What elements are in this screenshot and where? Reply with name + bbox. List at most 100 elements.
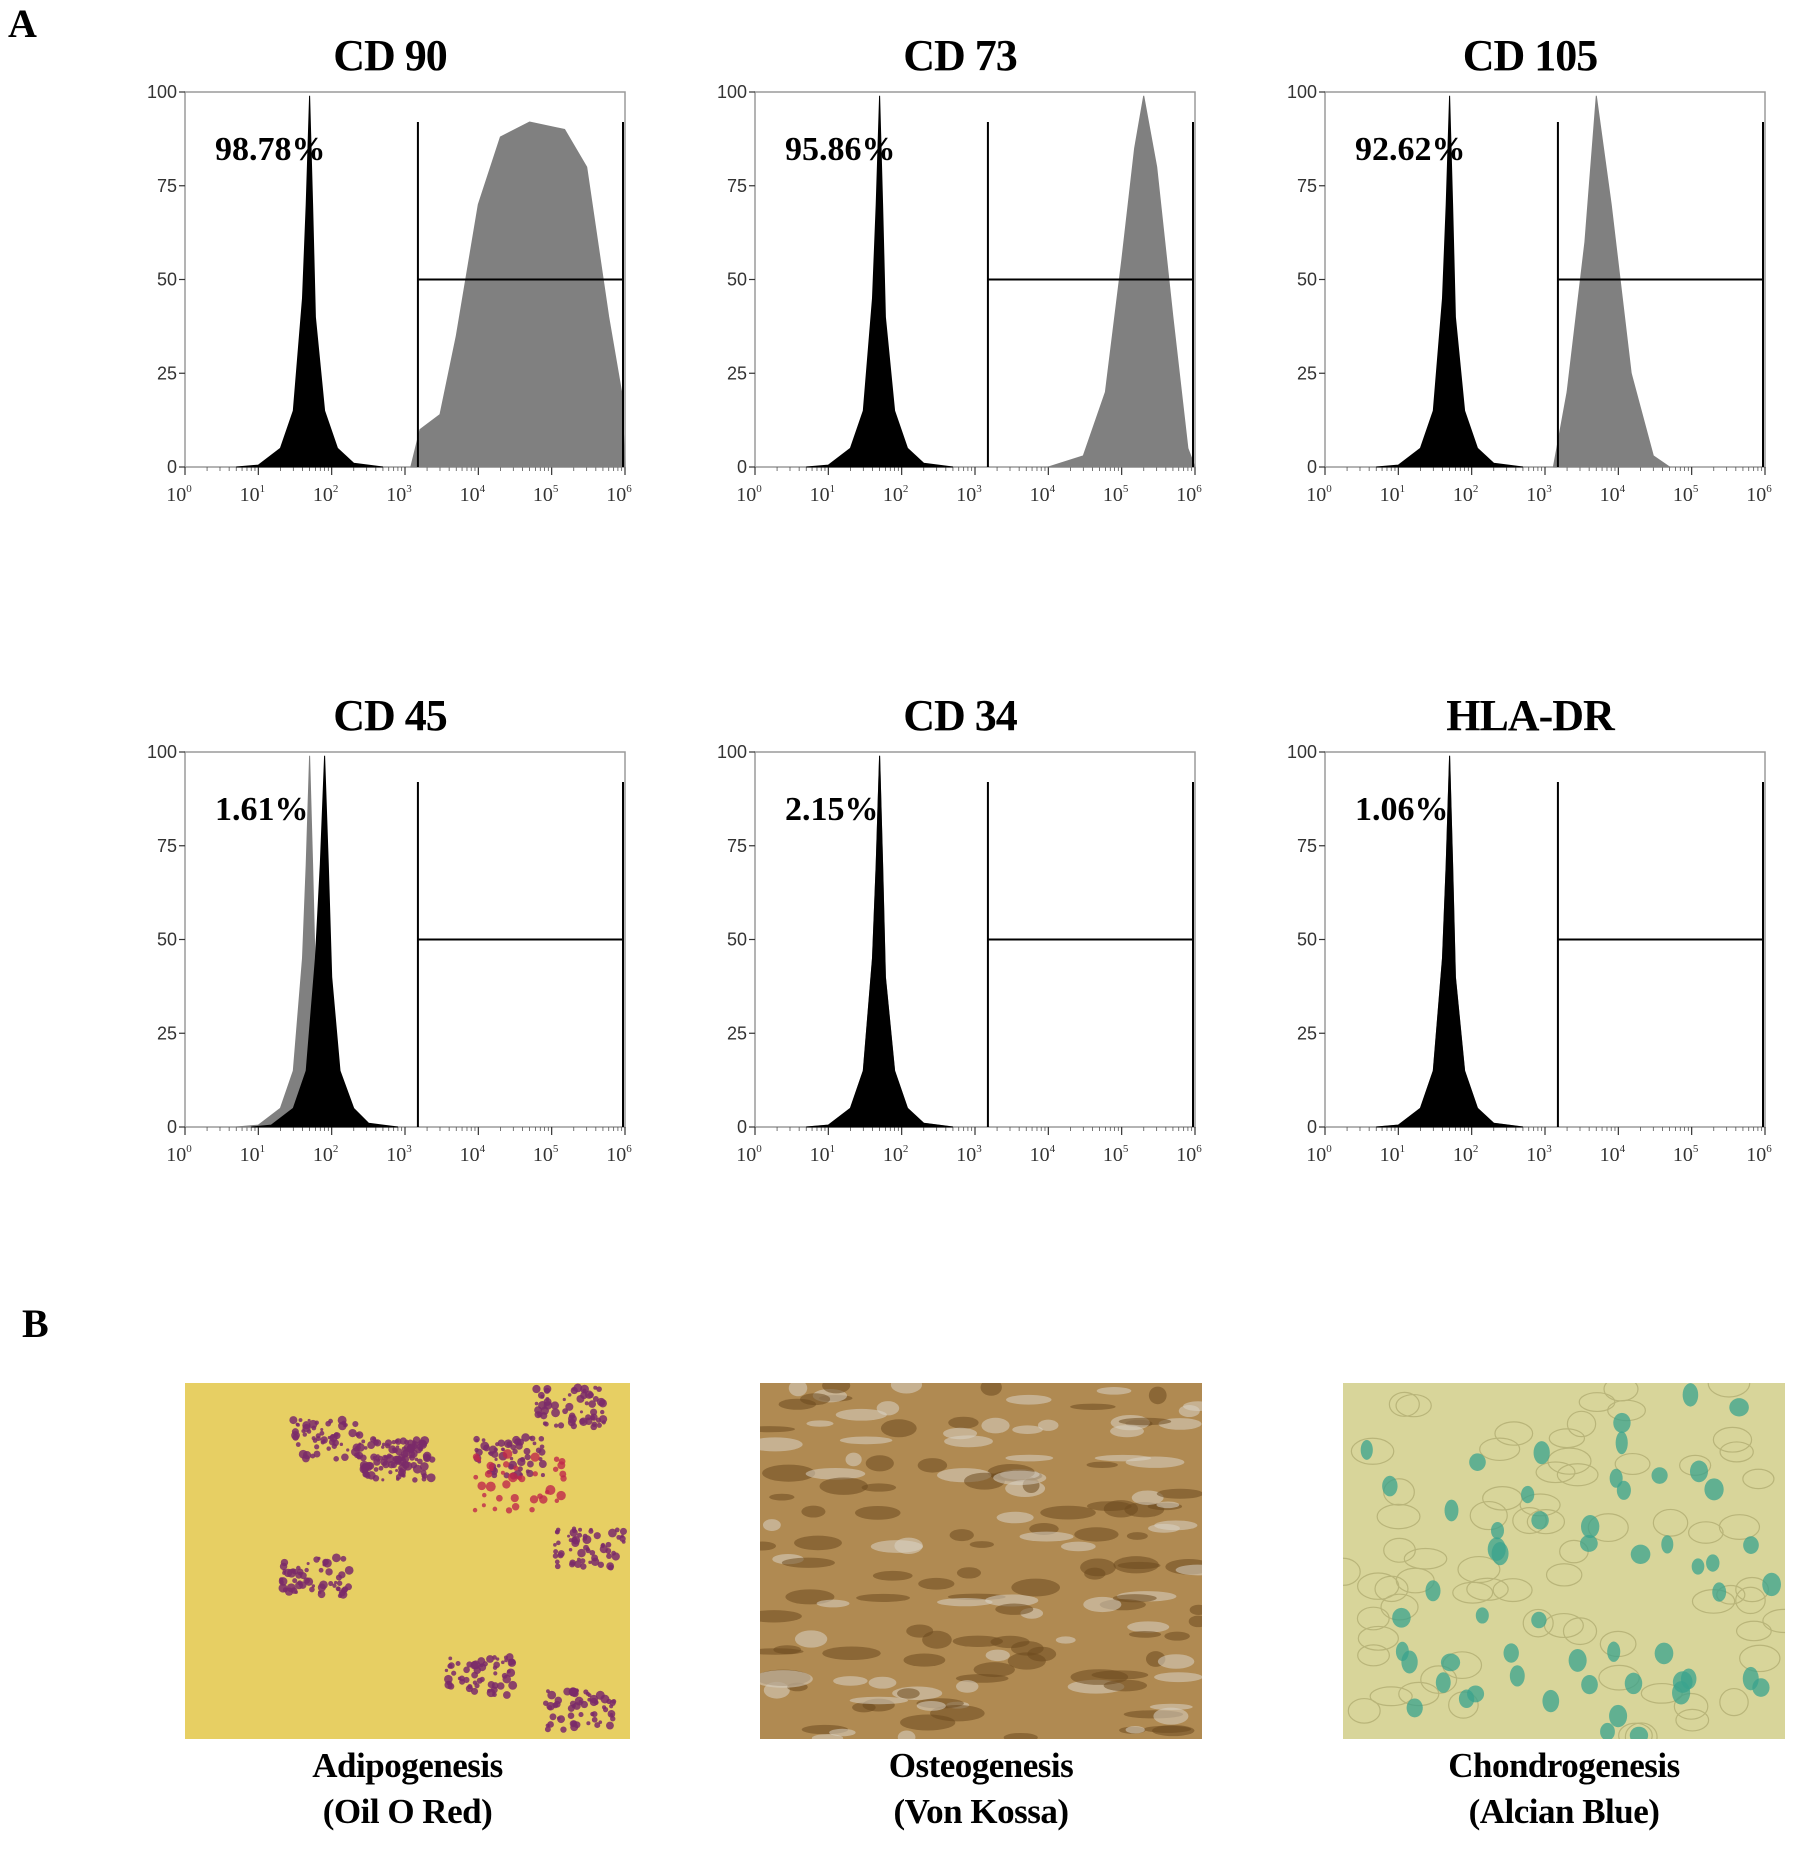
stain-cell xyxy=(861,1483,897,1492)
x-tick-label: 106 xyxy=(606,483,632,506)
stain-spot xyxy=(361,1462,368,1470)
stain-nucleus xyxy=(1531,1511,1549,1530)
stain-cell-outline xyxy=(1522,1608,1554,1638)
y-tick-label: 75 xyxy=(1297,836,1317,856)
stain-caption: Osteogenesis (Von Kossa) xyxy=(760,1743,1202,1835)
histogram-series-1 xyxy=(1376,755,1523,1128)
stain-spot xyxy=(620,1534,624,1538)
stain-spot xyxy=(560,1726,567,1733)
stain-cell xyxy=(753,1670,813,1688)
stain-cell xyxy=(781,1557,835,1568)
x-tick-label: 106 xyxy=(1176,1143,1202,1166)
stain-spot xyxy=(318,1567,324,1573)
stain-spot xyxy=(488,1451,494,1457)
stain-nucleus xyxy=(1672,1681,1691,1705)
stain-nucleus xyxy=(1392,1607,1411,1628)
stain-spot xyxy=(314,1444,320,1450)
stain-spot xyxy=(569,1561,576,1568)
x-tick-label: 105 xyxy=(1673,483,1699,506)
stain-spot xyxy=(315,1436,321,1442)
stain-spot xyxy=(314,1420,319,1425)
stain-spot xyxy=(328,1581,334,1587)
stain-spot xyxy=(444,1680,453,1689)
stain-cell xyxy=(980,1378,1002,1396)
stain-spot xyxy=(540,1412,548,1420)
stain-spot xyxy=(352,1420,359,1428)
stain-cell xyxy=(1094,1454,1152,1462)
stain-spot xyxy=(333,1456,339,1462)
stain-cell-outline xyxy=(1452,1581,1494,1604)
stain-nucleus xyxy=(1742,1666,1759,1691)
histogram-series-1 xyxy=(251,755,398,1128)
stain-spot xyxy=(344,1566,354,1575)
stain-cell-outline xyxy=(1688,1521,1724,1544)
y-tick-label: 75 xyxy=(157,836,177,856)
stain-nucleus xyxy=(1704,1478,1724,1501)
stain-spot xyxy=(339,1442,344,1447)
stain-cell-outline xyxy=(1469,1500,1508,1531)
stain-spot xyxy=(473,1435,480,1443)
stain-cell xyxy=(1131,1490,1164,1505)
stain-caption-line1: Osteogenesis xyxy=(888,1746,1074,1785)
y-tick-label: 50 xyxy=(157,270,177,290)
histogram-series-1 xyxy=(806,755,953,1128)
stain-nucleus xyxy=(1568,1648,1587,1672)
stain-spot xyxy=(477,1481,487,1491)
stain-spot xyxy=(311,1584,316,1588)
histogram-cd73: CD 73 0 25 50 75 100 100 101 102 103 104 105 106 95.… xyxy=(700,30,1220,590)
stain-nucleus xyxy=(1654,1642,1674,1665)
stain-spot xyxy=(359,1454,367,1462)
x-tick-label: 104 xyxy=(1600,483,1626,506)
stain-spot xyxy=(529,1436,533,1440)
stain-spot xyxy=(495,1657,500,1661)
stain-spot xyxy=(587,1693,592,1698)
stain-nucleus xyxy=(1613,1412,1631,1433)
stain-spot xyxy=(457,1676,462,1681)
x-tick-label: 100 xyxy=(1306,483,1332,506)
stain-cell xyxy=(1037,1419,1059,1431)
y-tick-label: 25 xyxy=(727,1023,747,1043)
stain-cell xyxy=(1112,1594,1157,1603)
stain-cell-outline xyxy=(1673,1692,1709,1720)
stain-nucleus xyxy=(1712,1582,1727,1602)
stain-caption-line2: (Oil O Red) xyxy=(322,1792,493,1831)
stain-spot xyxy=(556,1490,566,1501)
micrograph-image xyxy=(1325,1368,1800,1752)
stain-cell-outline xyxy=(1719,1441,1754,1463)
stain-spot xyxy=(370,1453,378,1461)
stain-spot xyxy=(557,1422,565,1429)
stain-cell xyxy=(880,1419,917,1438)
y-tick-label: 25 xyxy=(157,1023,177,1043)
stain-nucleus xyxy=(1609,1704,1628,1728)
stain-cell xyxy=(1103,1679,1148,1692)
stain-nucleus xyxy=(1651,1467,1668,1484)
stain-spot xyxy=(301,1429,306,1433)
x-tick-label: 102 xyxy=(313,483,339,506)
stain-spot xyxy=(418,1446,424,1452)
histogram-series-0 xyxy=(236,95,383,468)
stain-spot xyxy=(559,1470,567,1478)
percentage-label: 1.61% xyxy=(215,791,309,828)
stain-spot xyxy=(567,1534,571,1538)
y-tick-label: 100 xyxy=(717,82,747,102)
histogram-series-0 xyxy=(806,95,953,468)
stain-spot xyxy=(544,1726,551,1733)
micrograph-background xyxy=(185,1383,630,1739)
stain-nucleus xyxy=(1444,1499,1459,1522)
stain-spot xyxy=(451,1670,457,1676)
stain-spot xyxy=(313,1450,321,1458)
stain-cell-outline xyxy=(1479,1437,1521,1462)
stain-spot xyxy=(455,1661,461,1666)
x-tick-label: 102 xyxy=(1453,483,1479,506)
stain-spot xyxy=(493,1671,498,1676)
stain-nucleus xyxy=(1615,1431,1628,1455)
x-tick-label: 103 xyxy=(956,483,982,506)
stain-cell xyxy=(1153,1707,1189,1725)
y-tick-label: 100 xyxy=(1287,82,1317,102)
stain-spot xyxy=(391,1439,396,1445)
stain-spot xyxy=(309,1586,315,1593)
stain-cell xyxy=(956,1680,979,1693)
stain-spot xyxy=(588,1560,592,1565)
stain-spot xyxy=(578,1527,583,1532)
stain-spot xyxy=(381,1442,386,1447)
